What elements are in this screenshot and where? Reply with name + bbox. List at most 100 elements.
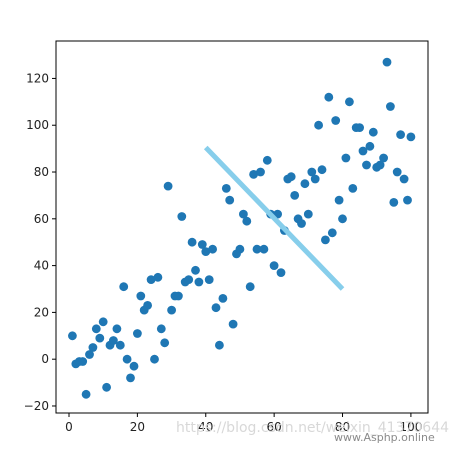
data-point [191,265,200,275]
data-point [310,174,320,184]
y-tick-label: 20 [34,305,49,319]
y-tick-label: 100 [26,118,49,132]
data-point [174,291,183,301]
data-point [362,160,371,170]
data-point [204,275,214,284]
data-point [218,294,228,303]
x-tick-label: 20 [130,420,145,434]
data-point [133,329,142,338]
data-point [194,277,204,287]
data-point [245,282,255,292]
watermark-url: https://blog.csdn.net/weixin_41370644 [176,420,450,436]
y-tick-label: 40 [34,259,49,273]
y-tick-label: −20 [24,399,49,413]
x-tick-label: 40 [198,420,213,434]
data-point [68,331,77,341]
data-point [399,174,409,184]
plot-area [56,41,428,413]
x-tick-label: 0 [65,420,73,434]
data-point [167,305,177,315]
y-tick-label: 0 [41,352,49,366]
data-point [242,216,252,226]
data-point [365,141,375,151]
data-point [187,237,197,247]
data-point [334,195,344,205]
data-point [358,146,368,156]
data-point [307,167,317,177]
data-point [112,324,122,334]
data-point [341,153,351,163]
data-point [303,209,313,219]
data-point [252,244,262,254]
data-point [355,123,364,132]
data-point [382,57,392,67]
data-point [215,340,224,350]
data-point [85,350,94,359]
data-point [184,275,194,284]
data-point [386,102,395,111]
data-point [163,181,173,191]
data-point [269,261,279,270]
data-point [115,340,125,350]
data-point [256,167,265,177]
data-point [177,212,187,221]
data-point [262,155,272,165]
data-point [129,361,139,371]
data-point [331,116,341,125]
data-point [78,357,88,366]
data-point [156,324,166,334]
data-point [122,354,132,364]
data-point [317,165,327,175]
data-point [109,336,118,345]
data-point [379,153,388,163]
data-point [327,228,337,238]
data-point [290,191,300,200]
data-point [81,389,91,399]
data-point [102,382,111,392]
data-point [143,301,153,310]
data-point [345,97,354,107]
data-point [368,127,378,137]
data-point [95,333,105,343]
y-tick-label: 60 [34,212,49,226]
data-point [239,209,248,219]
fit-line [203,145,345,291]
data-point [91,324,101,334]
data-point [348,184,358,193]
x-tick-label: 60 [266,420,281,434]
data-point [392,167,402,177]
y-tick-label: 120 [26,71,49,85]
data-point [208,244,218,254]
axes-frame [55,40,429,414]
data-point [211,303,221,313]
data-point [225,195,235,205]
data-point [150,354,159,364]
data-point [249,170,258,179]
data-point [160,338,170,348]
data-point [235,244,245,254]
data-point [88,343,98,352]
data-point [126,373,135,383]
data-point [406,132,416,142]
data-point [314,120,323,130]
data-point [389,198,399,207]
watermark-site: www.Asphp.online [334,431,435,444]
data-point [228,319,238,329]
data-point [286,172,296,182]
data-point [300,179,310,189]
data-point [276,268,286,277]
data-point [119,282,129,292]
data-point [153,272,163,282]
data-point [259,244,269,254]
data-point [98,317,108,327]
data-point [146,275,156,284]
data-point [297,219,306,228]
data-point [338,214,347,224]
data-point [375,160,385,170]
data-point [396,130,405,140]
x-tick-label: 100 [399,420,422,434]
data-point [136,291,146,301]
data-point [201,247,211,256]
y-tick-label: 80 [34,165,49,179]
